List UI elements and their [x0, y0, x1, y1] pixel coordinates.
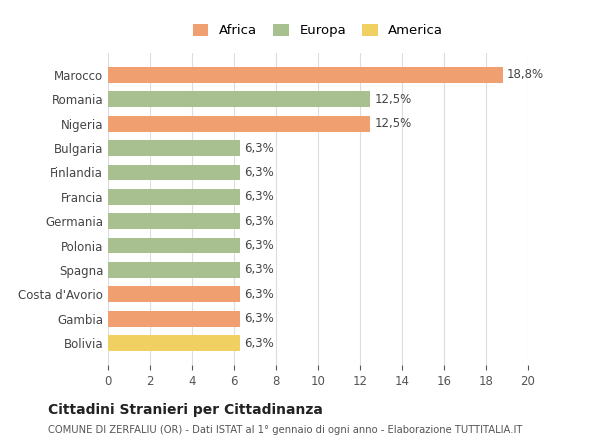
Bar	[108, 213, 240, 229]
Text: 6,3%: 6,3%	[245, 215, 274, 227]
Text: 6,3%: 6,3%	[245, 239, 274, 252]
Bar	[108, 189, 240, 205]
Text: 12,5%: 12,5%	[374, 93, 412, 106]
Text: 6,3%: 6,3%	[245, 191, 274, 203]
Bar	[108, 67, 503, 83]
Text: 6,3%: 6,3%	[245, 142, 274, 154]
Bar	[108, 92, 370, 107]
Text: 6,3%: 6,3%	[245, 264, 274, 276]
Legend: Africa, Europa, America: Africa, Europa, America	[187, 19, 449, 43]
Text: COMUNE DI ZERFALIU (OR) - Dati ISTAT al 1° gennaio di ogni anno - Elaborazione T: COMUNE DI ZERFALIU (OR) - Dati ISTAT al …	[48, 425, 523, 435]
Text: 12,5%: 12,5%	[374, 117, 412, 130]
Bar	[108, 116, 370, 132]
Text: Cittadini Stranieri per Cittadinanza: Cittadini Stranieri per Cittadinanza	[48, 403, 323, 417]
Bar	[108, 140, 240, 156]
Bar	[108, 262, 240, 278]
Text: 6,3%: 6,3%	[245, 288, 274, 301]
Text: 6,3%: 6,3%	[245, 166, 274, 179]
Text: 18,8%: 18,8%	[507, 69, 544, 81]
Bar	[108, 165, 240, 180]
Text: 6,3%: 6,3%	[245, 337, 274, 349]
Text: 6,3%: 6,3%	[245, 312, 274, 325]
Bar	[108, 311, 240, 326]
Bar	[108, 238, 240, 253]
Bar	[108, 286, 240, 302]
Bar	[108, 335, 240, 351]
